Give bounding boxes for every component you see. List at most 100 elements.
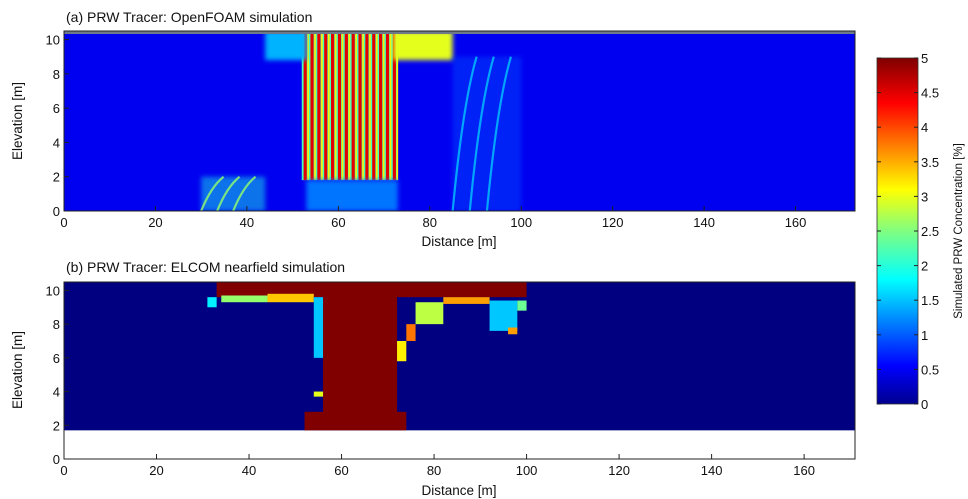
heatmap-fringe <box>415 302 444 325</box>
panel-a-axes: 0 20 40 60 80 100 120 140 160 0 2 4 6 8 10 <box>46 33 807 230</box>
colorbar-label: Simulated PRW Concentration [%] <box>953 143 965 319</box>
surface-band <box>64 31 855 34</box>
heatmap-fringe <box>221 295 268 303</box>
heatmap-streak <box>355 31 357 181</box>
panel-a-heatmap <box>64 31 855 211</box>
panel-b-heatmap <box>64 282 855 431</box>
heatmap-streak <box>327 31 330 181</box>
heatmap-streak <box>451 56 478 211</box>
x-tick-label: 20 <box>149 463 163 478</box>
heatmap-streak <box>382 31 385 181</box>
colorbar-tick-label: 4.5 <box>921 86 939 101</box>
x-tick-label: 20 <box>148 215 162 230</box>
heatmap-streak <box>369 31 371 181</box>
colorbar-gradient <box>876 57 919 405</box>
y-tick-label: 0 <box>53 204 60 219</box>
y-tick-label: 4 <box>53 135 60 150</box>
heatmap-streak <box>321 31 323 181</box>
y-tick-label: 2 <box>53 418 60 433</box>
panel-b-ylabel: Elevation [m] <box>10 331 25 409</box>
heatmap-region <box>323 282 398 431</box>
y-tick-label: 10 <box>46 33 60 48</box>
heatmap-streak <box>216 175 241 211</box>
heatmap-streak <box>334 31 337 181</box>
heatmap-domain <box>64 282 855 431</box>
x-tick-label: 40 <box>240 215 254 230</box>
y-tick-label: 6 <box>53 101 60 116</box>
heatmap-streak <box>344 31 348 181</box>
heatmap-streak <box>331 31 335 181</box>
x-tick-label: 120 <box>608 463 630 478</box>
colorbar-tick-label: 0 <box>921 397 928 412</box>
panel-a-title: (a) PRW Tracer: OpenFOAM simulation <box>66 9 312 25</box>
heatmap-fringe <box>443 297 490 304</box>
heatmap-region <box>397 411 407 431</box>
colorbar-tick-label: 5 <box>921 51 928 66</box>
heatmap-streak <box>351 31 355 181</box>
heatmap-region <box>306 180 398 211</box>
heatmap-streak <box>392 31 396 181</box>
heatmap-streak <box>303 31 307 181</box>
heatmap-streak <box>341 31 344 181</box>
x-tick-label: 0 <box>60 215 67 230</box>
panel-b-frame <box>63 281 856 460</box>
heatmap-streak <box>485 56 512 211</box>
colorbar-tick-label: 0.5 <box>921 362 939 377</box>
colorbar-tick-label: 2.5 <box>921 224 939 239</box>
heatmap-streak <box>362 31 364 181</box>
x-tick-label: 100 <box>510 215 532 230</box>
heatmap-fringe <box>397 341 407 362</box>
heatmap-streak <box>310 31 314 181</box>
heatmap-streak <box>372 31 376 181</box>
x-tick-label: 40 <box>242 463 256 478</box>
y-tick-label: 4 <box>53 385 60 400</box>
x-tick-label: 0 <box>60 463 67 478</box>
y-tick-label: 2 <box>53 170 60 185</box>
heatmap-streak <box>396 31 399 181</box>
y-tick-label: 8 <box>53 67 60 82</box>
heatmap-streak <box>200 175 225 211</box>
heatmap-streak <box>379 31 383 181</box>
colorbar: 0 0.5 1 1.5 2 2.5 3 3.5 4 4.5 5 Simulated PRW Conc… <box>876 51 965 412</box>
heatmap-streak <box>375 31 378 181</box>
heatmap-streak <box>232 175 257 211</box>
heatmap-fringe <box>313 297 324 358</box>
heatmap-fringe <box>267 293 314 303</box>
colorbar-ticks: 0 0.5 1 1.5 2 2.5 3 3.5 4 4.5 5 <box>877 51 939 412</box>
heatmap-region <box>216 282 324 298</box>
x-tick-label: 140 <box>693 215 715 230</box>
heatmap-fringe <box>313 391 324 397</box>
y-tick-label: 8 <box>53 317 60 332</box>
heatmap-streak <box>324 31 328 181</box>
heatmap-streak <box>307 31 309 181</box>
panel-b-title: (b) PRW Tracer: ELCOM nearfield simulati… <box>66 259 345 275</box>
heatmap-streak <box>337 31 342 181</box>
heatmap-streak <box>358 31 362 181</box>
x-tick-label: 80 <box>427 463 441 478</box>
heatmap-streak <box>385 31 390 181</box>
panel-a-xlabel: Distance [m] <box>421 234 496 249</box>
panel-a-frame <box>63 30 856 212</box>
y-tick-label: 0 <box>53 452 60 467</box>
x-tick-label: 120 <box>602 215 624 230</box>
heatmap-streak <box>365 31 369 181</box>
panel-a: (a) PRW Tracer: OpenFOAM simulation 0 20 4… <box>10 9 856 249</box>
heatmap-region <box>393 31 453 61</box>
x-tick-label: 160 <box>785 215 807 230</box>
colorbar-tick-label: 1.5 <box>921 293 939 308</box>
heatmap-region <box>265 31 307 61</box>
colorbar-tick-label: 3 <box>921 189 928 204</box>
heatmap-region <box>397 282 527 298</box>
x-tick-label: 80 <box>423 215 437 230</box>
heatmap-region <box>304 411 324 431</box>
heatmap-fringe <box>489 300 518 331</box>
heatmap-fringe <box>207 297 217 308</box>
panel-b-xlabel: Distance [m] <box>421 483 496 498</box>
colorbar-tick-label: 3.5 <box>921 155 939 170</box>
x-tick-label: 60 <box>331 215 345 230</box>
colorbar-tick-label: 1 <box>921 328 928 343</box>
heatmap-streak <box>314 31 316 181</box>
heatmap-streak <box>317 31 321 181</box>
x-tick-label: 140 <box>701 463 723 478</box>
